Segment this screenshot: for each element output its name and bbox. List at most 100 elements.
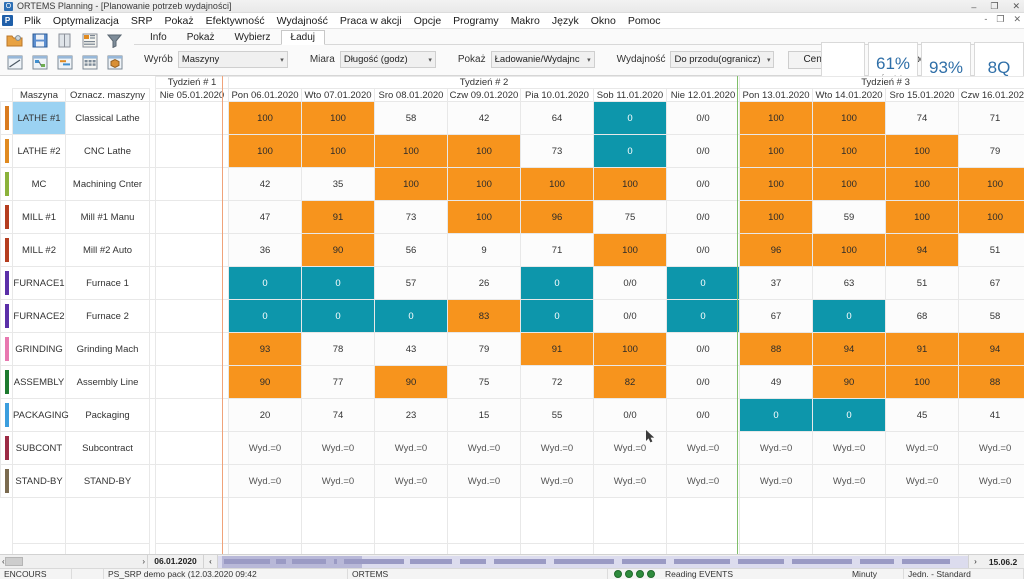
- day-header-3[interactable]: Sro 08.01.2020: [374, 88, 448, 102]
- load-cell[interactable]: 0/0: [593, 299, 667, 333]
- load-cell[interactable]: 82: [593, 365, 667, 399]
- machine-name[interactable]: Grinding Mach: [65, 332, 150, 366]
- load-cell[interactable]: 100: [885, 200, 960, 234]
- table-row[interactable]: FURNACE2 Furnace 2 0 0 0 83 0 0/0 0 67 0 68 58: [0, 299, 1024, 333]
- load-cell[interactable]: 100: [228, 134, 302, 168]
- machine-name[interactable]: Furnace 1: [65, 266, 150, 300]
- table-row[interactable]: FURNACE1 Furnace 1 0 0 57 26 0 0/0 0 37 63 51 67: [0, 266, 1024, 300]
- close-button[interactable]: ✕: [1012, 1, 1020, 11]
- load-cell[interactable]: 43: [374, 332, 448, 366]
- load-cell[interactable]: Wyd.=0: [374, 431, 448, 465]
- day-header-8[interactable]: Pon 13.01.2020: [739, 88, 814, 102]
- minimize-button[interactable]: –: [971, 1, 977, 12]
- load-cell[interactable]: 91: [301, 200, 375, 234]
- mdi-close-button[interactable]: ✕: [1013, 14, 1021, 24]
- menu-item-jezyk[interactable]: Język: [551, 14, 579, 27]
- load-cell[interactable]: 100: [958, 200, 1024, 234]
- load-cell[interactable]: 90: [812, 365, 887, 399]
- load-cell[interactable]: 67: [739, 299, 814, 333]
- menu-item-makro[interactable]: Makro: [510, 14, 540, 27]
- day-header-5[interactable]: Pia 10.01.2020: [520, 88, 594, 102]
- load-cell[interactable]: 55: [520, 398, 594, 432]
- load-cell[interactable]: 83: [447, 299, 521, 333]
- load-cell[interactable]: 0: [228, 266, 302, 300]
- report-icon[interactable]: [78, 30, 101, 51]
- load-cell[interactable]: Wyd.=0: [739, 431, 814, 465]
- load-cell[interactable]: 0/0: [593, 266, 667, 300]
- load-cell[interactable]: 0/0: [593, 398, 667, 432]
- load-cell[interactable]: 0: [812, 299, 887, 333]
- load-cell[interactable]: 37: [739, 266, 814, 300]
- load-cell[interactable]: [155, 464, 229, 498]
- load-cell[interactable]: [155, 200, 229, 234]
- load-cell[interactable]: 20: [228, 398, 302, 432]
- load-cell[interactable]: 75: [447, 365, 521, 399]
- restore-button[interactable]: ❐: [990, 1, 999, 11]
- capacity-grid[interactable]: Tydzień # 1 Tydzień # 2 Tydzień # 3 Masz…: [0, 76, 1024, 554]
- load-cell[interactable]: 100: [374, 167, 448, 201]
- load-cell[interactable]: 59: [812, 200, 887, 234]
- machine-code[interactable]: MILL #1: [12, 200, 66, 234]
- load-cell[interactable]: 96: [520, 200, 594, 234]
- load-cell[interactable]: 58: [374, 101, 448, 135]
- machine-code[interactable]: FURNACE2: [12, 299, 66, 333]
- load-cell[interactable]: [155, 134, 229, 168]
- day-header-1[interactable]: Pon 06.01.2020: [228, 88, 302, 102]
- menu-item-praca-w-akcji[interactable]: Praca w akcji: [339, 14, 402, 27]
- load-cell[interactable]: [155, 332, 229, 366]
- load-cell[interactable]: Wyd.=0: [301, 464, 375, 498]
- load-cell[interactable]: 71: [958, 101, 1024, 135]
- load-cell[interactable]: [155, 365, 229, 399]
- load-cell[interactable]: 100: [520, 167, 594, 201]
- load-cell[interactable]: Wyd.=0: [520, 431, 594, 465]
- load-cell[interactable]: [155, 233, 229, 267]
- machine-code[interactable]: MILL #2: [12, 233, 66, 267]
- table-row[interactable]: MC Machining Cnter 42 35 100 100 100 100 0/0 100 1…: [0, 167, 1024, 201]
- scroll-right-arrow[interactable]: ›: [142, 557, 145, 566]
- machine-code[interactable]: LATHE #1: [12, 101, 66, 135]
- day-header-11[interactable]: Czw 16.01.2020: [958, 88, 1024, 102]
- menu-item-wydajnosc[interactable]: Wydajność: [276, 14, 328, 27]
- load-cell[interactable]: 0/0: [665, 134, 741, 168]
- load-cell[interactable]: 0: [665, 299, 741, 333]
- network-icon[interactable]: [28, 52, 51, 73]
- load-cell[interactable]: Wyd.=0: [665, 464, 741, 498]
- load-cell[interactable]: 72: [520, 365, 594, 399]
- wydajnosc-select[interactable]: Do przodu(ogranicz) ▾: [670, 51, 775, 68]
- load-cell[interactable]: Wyd.=0: [228, 431, 302, 465]
- load-cell[interactable]: 74: [301, 398, 375, 432]
- load-cell[interactable]: 100: [739, 134, 814, 168]
- day-header-0[interactable]: Nie 05.01.2020: [155, 88, 229, 102]
- menu-item-pokaz[interactable]: Pokaż: [164, 14, 194, 27]
- load-cell[interactable]: 100: [301, 134, 375, 168]
- load-cell[interactable]: 56: [374, 233, 448, 267]
- load-cell[interactable]: 94: [885, 233, 960, 267]
- load-cell[interactable]: [155, 101, 229, 135]
- miara-select[interactable]: Długość (godz) ▾: [339, 51, 436, 68]
- table-row[interactable]: STAND-BY STAND-BY Wyd.=0 Wyd.=0 Wyd.=0 Wyd.=0…: [0, 464, 1024, 498]
- load-cell[interactable]: Wyd.=0: [593, 464, 667, 498]
- col-header-machine[interactable]: Maszyna: [12, 88, 66, 102]
- load-cell[interactable]: Wyd.=0: [665, 431, 741, 465]
- day-header-4[interactable]: Czw 09.01.2020: [447, 88, 521, 102]
- load-cell[interactable]: 0: [520, 299, 594, 333]
- load-cell[interactable]: 26: [447, 266, 521, 300]
- machine-name[interactable]: STAND-BY: [65, 464, 150, 498]
- machine-code[interactable]: PACKAGING: [12, 398, 69, 432]
- load-cell[interactable]: 100: [593, 332, 667, 366]
- load-cell[interactable]: 75: [593, 200, 667, 234]
- menu-item-plik[interactable]: Plik: [24, 14, 41, 27]
- machine-code[interactable]: ASSEMBLY: [12, 365, 66, 399]
- tab-wybierz[interactable]: Wybierz: [234, 32, 271, 43]
- load-cell[interactable]: 9: [447, 233, 521, 267]
- tab-pokaz[interactable]: Pokaż: [186, 32, 215, 43]
- table-row[interactable]: MILL #2 Mill #2 Auto 36 90 56 9 71 100 0/0 96 100 9…: [0, 233, 1024, 267]
- load-cell[interactable]: 71: [520, 233, 594, 267]
- load-cell[interactable]: Wyd.=0: [447, 431, 521, 465]
- load-cell[interactable]: 73: [520, 134, 594, 168]
- machine-code[interactable]: SUBCONT: [12, 431, 66, 465]
- load-cell[interactable]: 93: [228, 332, 302, 366]
- load-cell[interactable]: 100: [812, 101, 887, 135]
- table-row[interactable]: SUBCONT Subcontract Wyd.=0 Wyd.=0 Wyd.=0 Wyd.…: [0, 431, 1024, 465]
- load-cell[interactable]: 100: [885, 365, 960, 399]
